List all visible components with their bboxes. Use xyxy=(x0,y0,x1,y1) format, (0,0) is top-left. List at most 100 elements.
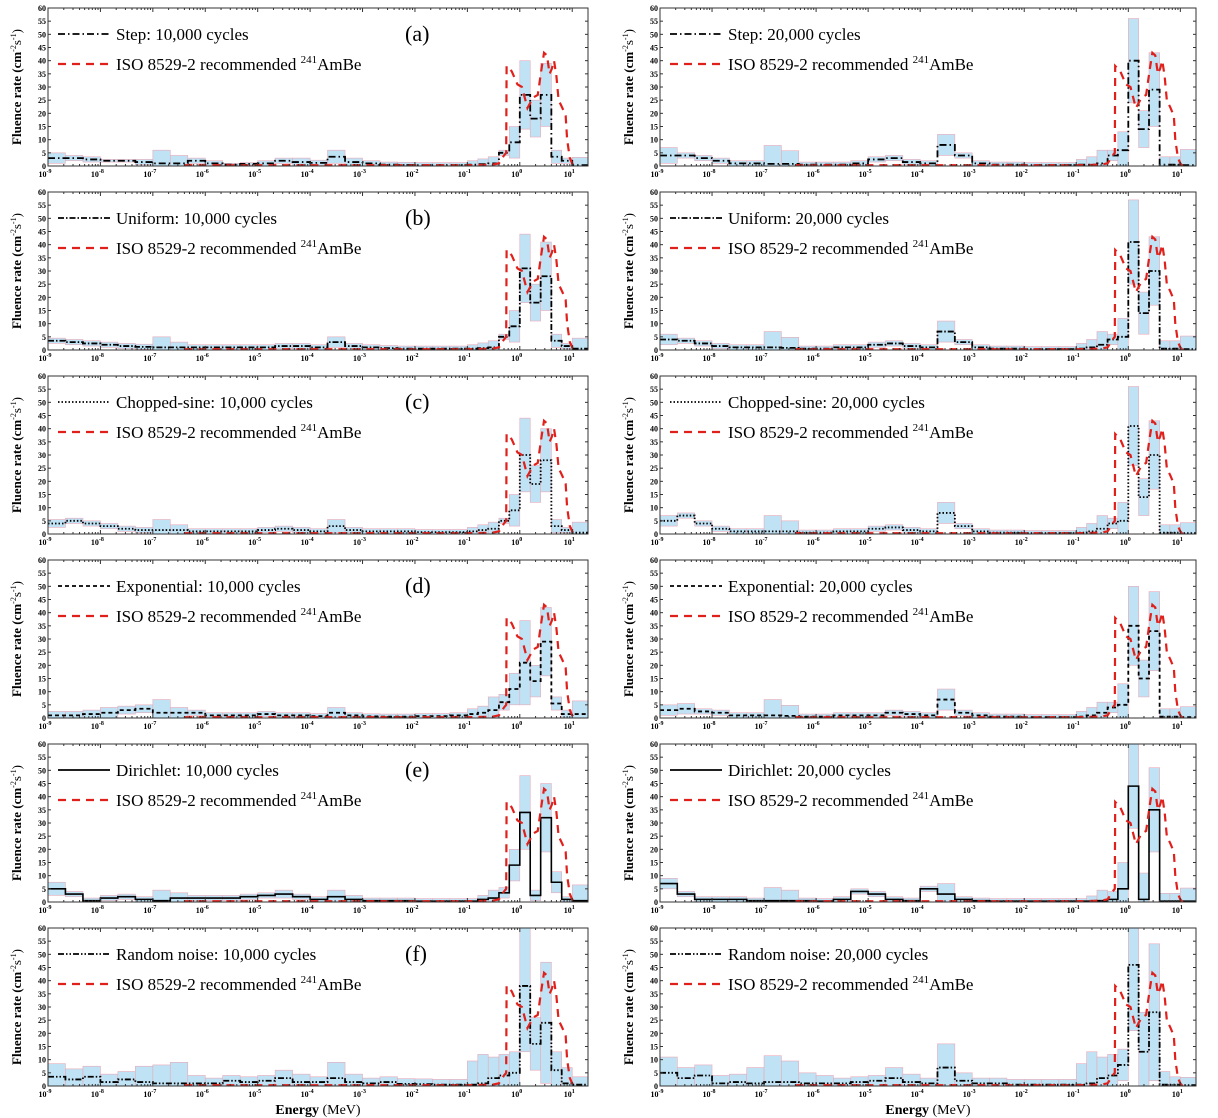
y-tick-label: 0 xyxy=(42,898,46,907)
legend-label-reference: ISO 8529-2 recommended 241AmBe xyxy=(116,238,361,258)
y-tick-label: 30 xyxy=(38,1003,46,1012)
x-tick-exponent: 0 xyxy=(1128,721,1131,727)
x-tick-exponent: 0 xyxy=(1128,905,1131,911)
reference-spectrum-line xyxy=(795,786,1184,902)
x-tick-exponent: -1 xyxy=(1075,905,1080,911)
x-tick-base: 10 xyxy=(511,1090,519,1099)
y-axis-label-part: -1 xyxy=(621,769,630,776)
y-tick-label: 15 xyxy=(38,307,46,316)
x-tick-base: 10 xyxy=(963,354,971,363)
x-tick-exponent: -2 xyxy=(413,537,418,543)
y-axis-label-part: ) xyxy=(621,765,636,769)
x-tick-label: 10-1 xyxy=(458,905,471,915)
x-tick-label: 100 xyxy=(1120,721,1131,731)
x-tick-exponent: 0 xyxy=(519,905,522,911)
x-tick-label: 10-6 xyxy=(807,169,820,179)
x-tick-base: 10 xyxy=(1172,1090,1180,1099)
reference-spectrum-line xyxy=(795,234,1184,350)
y-axis-label-part: -2 xyxy=(9,45,18,52)
x-tick-base: 10 xyxy=(1172,722,1180,731)
x-tick-base: 10 xyxy=(963,1090,971,1099)
x-tick-label: 10-5 xyxy=(859,537,872,547)
x-tick-exponent: -2 xyxy=(1023,353,1028,359)
x-tick-label: 10-4 xyxy=(301,1089,314,1099)
x-tick-label: 10-9 xyxy=(651,1089,664,1099)
x-tick-label: 10-3 xyxy=(353,1089,366,1099)
y-tick-label: 20 xyxy=(650,661,658,670)
legend-text: ISO 8529-2 recommended xyxy=(728,55,913,74)
y-tick-label: 20 xyxy=(38,109,46,118)
x-tick-base: 10 xyxy=(755,170,763,179)
unfolded-spectrum-line xyxy=(660,785,1196,902)
x-tick-exponent: -8 xyxy=(99,537,104,543)
y-tick-label: 25 xyxy=(650,96,658,105)
y-tick-label: 20 xyxy=(38,845,46,854)
y-tick-label: 35 xyxy=(38,622,46,631)
uncertainty-band xyxy=(954,709,973,716)
x-tick-exponent: -4 xyxy=(919,537,924,543)
plot-area xyxy=(48,50,588,166)
panel-letter: (d) xyxy=(405,573,431,598)
x-tick-exponent: -4 xyxy=(919,353,924,359)
x-tick-base: 10 xyxy=(755,538,763,547)
x-tick-label: 10-2 xyxy=(405,905,418,915)
y-tick-label: 30 xyxy=(38,83,46,92)
y-tick-label: 30 xyxy=(38,635,46,644)
y-axis-label-part: -2 xyxy=(9,597,18,604)
x-tick-label: 10-9 xyxy=(39,169,52,179)
x-tick-exponent: -8 xyxy=(99,905,104,911)
x-tick-exponent: 1 xyxy=(1180,721,1183,727)
x-tick-base: 10 xyxy=(458,538,466,547)
x-tick-label: 10-9 xyxy=(651,721,664,731)
uncertainty-band xyxy=(135,1065,154,1086)
uncertainty-band xyxy=(660,1056,678,1086)
x-tick-base: 10 xyxy=(91,170,99,179)
x-tick-base: 10 xyxy=(963,906,971,915)
y-axis-label-part: -2 xyxy=(621,413,630,420)
x-tick-exponent: -6 xyxy=(204,721,209,727)
x-tick-exponent: -3 xyxy=(971,169,976,175)
uncertainty-band xyxy=(48,1063,66,1086)
x-tick-label: 10-7 xyxy=(143,537,156,547)
x-axis-label: Energy (MeV) xyxy=(885,1103,970,1118)
x-tick-base: 10 xyxy=(511,170,519,179)
x-tick-base: 10 xyxy=(1120,722,1128,731)
x-tick-label: 10-2 xyxy=(1015,537,1028,547)
x-tick-base: 10 xyxy=(807,170,815,179)
x-tick-base: 10 xyxy=(248,1090,256,1099)
y-tick-label: 15 xyxy=(650,859,658,868)
x-tick-exponent: -5 xyxy=(867,353,872,359)
x-tick-base: 10 xyxy=(458,722,466,731)
uncertainty-band xyxy=(65,1068,84,1086)
y-tick-label: 45 xyxy=(650,964,658,973)
x-tick-label: 10-9 xyxy=(39,905,52,915)
x-tick-base: 10 xyxy=(651,1090,659,1099)
uncertainty-band xyxy=(781,150,800,166)
x-tick-base: 10 xyxy=(807,722,815,731)
y-tick-label: 30 xyxy=(38,451,46,460)
x-tick-exponent: -4 xyxy=(919,905,924,911)
y-tick-label: 25 xyxy=(650,464,658,473)
uncertainty-band xyxy=(100,1073,119,1086)
x-tick-label: 100 xyxy=(1120,1089,1131,1099)
x-tick-exponent: -7 xyxy=(763,353,768,359)
y-axis-label-part: ) xyxy=(621,581,636,585)
x-tick-exponent: -1 xyxy=(466,1089,471,1095)
plot-area xyxy=(660,744,1196,902)
y-tick-label: 20 xyxy=(38,661,46,670)
x-tick-exponent: -3 xyxy=(361,1089,366,1095)
x-tick-base: 10 xyxy=(651,906,659,915)
y-tick-label: 25 xyxy=(38,832,46,841)
y-tick-label: 5 xyxy=(42,885,46,894)
y-axis-label-part: Fluence rate (cm xyxy=(9,604,24,697)
x-tick-base: 10 xyxy=(1015,906,1023,915)
legend-label-reference: ISO 8529-2 recommended 241AmBe xyxy=(728,422,973,442)
x-tick-label: 10-9 xyxy=(39,1089,52,1099)
x-tick-base: 10 xyxy=(911,1090,919,1099)
x-tick-base: 10 xyxy=(911,170,919,179)
x-tick-base: 10 xyxy=(353,354,361,363)
x-tick-label: 101 xyxy=(564,1089,575,1099)
y-tick-label: 15 xyxy=(650,1043,658,1052)
x-tick-base: 10 xyxy=(143,722,151,731)
